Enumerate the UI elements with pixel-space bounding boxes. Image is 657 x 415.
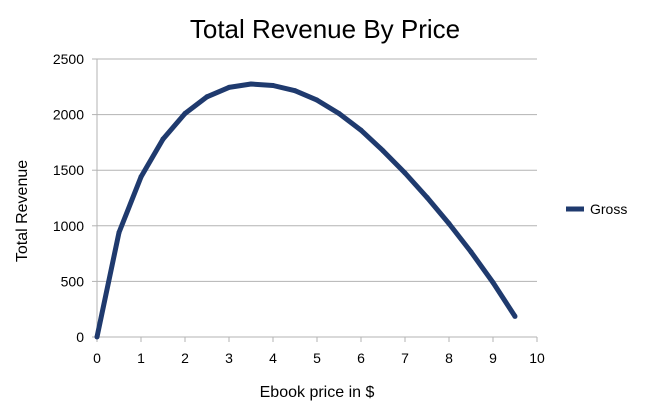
data-point-0-12 <box>358 127 364 133</box>
y-axis-label: Total Revenue <box>14 160 31 262</box>
data-point-0-1 <box>116 229 122 235</box>
data-point-0-14 <box>402 170 408 176</box>
chart-title: Total Revenue By Price <box>190 14 460 44</box>
y-tick-label-3: 1500 <box>53 162 84 178</box>
y-tick-label-1: 500 <box>61 273 85 289</box>
x-axis-label: Ebook price in $ <box>260 384 375 401</box>
x-tick-label-5: 5 <box>313 350 321 366</box>
data-point-0-7 <box>248 81 254 87</box>
data-point-0-8 <box>270 82 276 88</box>
data-point-0-3 <box>160 136 166 142</box>
data-point-0-11 <box>336 110 342 116</box>
legend-label: Gross <box>590 201 627 217</box>
data-point-0-6 <box>226 84 232 90</box>
data-point-0-17 <box>468 249 474 255</box>
data-point-0-5 <box>204 94 210 100</box>
axes <box>92 58 538 342</box>
data-point-0-2 <box>138 174 144 180</box>
x-tick-label-6: 6 <box>357 350 365 366</box>
series-line-0 <box>94 81 518 338</box>
gridlines <box>97 58 537 282</box>
x-tick-label-9: 9 <box>489 350 497 366</box>
legend: Gross <box>566 201 627 217</box>
y-tick-label-5: 2500 <box>53 51 84 67</box>
x-tick-label-3: 3 <box>225 350 233 366</box>
x-tick-label-7: 7 <box>401 350 409 366</box>
data-point-0-9 <box>292 88 298 94</box>
x-tick-label-0: 0 <box>93 350 101 366</box>
x-tick-labels: 0 1 2 3 4 5 6 7 8 9 10 <box>93 350 545 366</box>
data-point-0-16 <box>446 221 452 227</box>
data-point-0-15 <box>424 194 430 200</box>
data-point-0-4 <box>182 110 188 116</box>
data-point-0-19 <box>512 313 518 319</box>
x-tick-label-2: 2 <box>181 350 189 366</box>
data-point-0-10 <box>314 97 320 103</box>
data-point-0-18 <box>490 280 496 286</box>
y-tick-labels: 0 500 1000 1500 2000 2500 <box>53 51 84 345</box>
data-point-0-13 <box>380 148 386 154</box>
x-tick-label-4: 4 <box>269 350 277 366</box>
x-tick-label-8: 8 <box>445 350 453 366</box>
x-tick-label-1: 1 <box>137 350 145 366</box>
y-tick-label-2: 1000 <box>53 218 84 234</box>
x-tick-label-10: 10 <box>529 350 545 366</box>
series-group <box>94 81 518 340</box>
y-tick-label-0: 0 <box>76 329 84 345</box>
y-tick-label-4: 2000 <box>53 107 84 123</box>
data-point-0-0 <box>94 334 100 340</box>
